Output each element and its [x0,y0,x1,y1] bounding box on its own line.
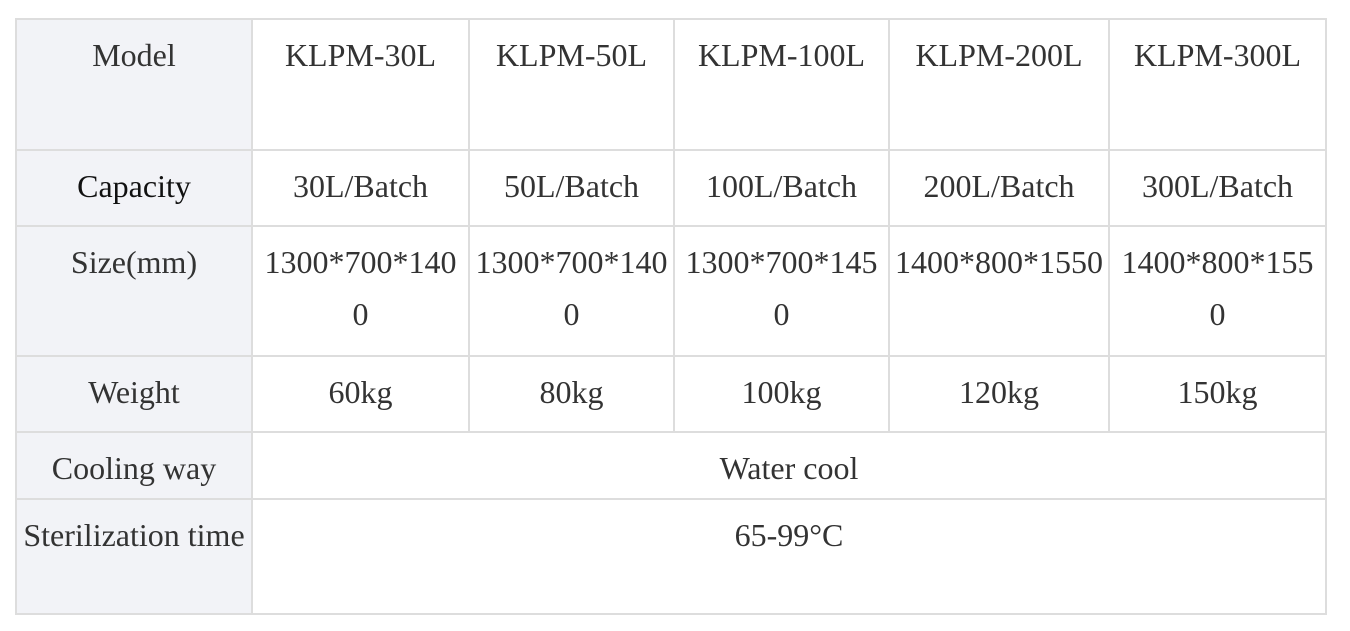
size-value-cell: 1400*800*1550 [888,225,1110,357]
table-row-capacity: Capacity 30L/Batch 50L/Batch 100L/Batch … [15,149,1327,227]
table-row-size: Size(mm) 1300*700*1400 1300*700*1400 130… [15,225,1327,357]
capacity-value-cell: 30L/Batch [251,149,470,227]
capacity-value-cell: 200L/Batch [888,149,1110,227]
weight-value-cell: 100kg [673,355,890,433]
weight-value-cell: 80kg [468,355,675,433]
model-value-cell: KLPM-300L [1108,18,1327,151]
capacity-label: Capacity [15,149,253,227]
size-value-cell: 1300*700*1400 [468,225,675,357]
size-value-cell: 1400*800*1550 [1108,225,1327,357]
capacity-value-cell: 300L/Batch [1108,149,1327,227]
table-row-sterilization: Sterilization time 65-99°C [15,498,1327,615]
size-value-cell: 1300*700*1400 [251,225,470,357]
weight-value-cell: 150kg [1108,355,1327,433]
table-row-weight: Weight 60kg 80kg 100kg 120kg 150kg [15,355,1327,433]
weight-label: Weight [15,355,253,433]
table-row-cooling: Cooling way Water cool [15,431,1327,500]
model-value-cell: KLPM-30L [251,18,470,151]
size-value-cell: 1300*700*1450 [673,225,890,357]
spec-table: Model KLPM-30L KLPM-50L KLPM-100L KLPM-2… [15,18,1327,615]
table-row-model: Model KLPM-30L KLPM-50L KLPM-100L KLPM-2… [15,18,1327,151]
sterilization-value-cell: 65-99°C [251,498,1327,615]
cooling-value-cell: Water cool [251,431,1327,500]
size-label: Size(mm) [15,225,253,357]
model-value-cell: KLPM-200L [888,18,1110,151]
weight-value-cell: 120kg [888,355,1110,433]
model-value-cell: KLPM-100L [673,18,890,151]
sterilization-label: Sterilization time [15,498,253,615]
capacity-value-cell: 50L/Batch [468,149,675,227]
capacity-value-cell: 100L/Batch [673,149,890,227]
model-label: Model [15,18,253,151]
weight-value-cell: 60kg [251,355,470,433]
cooling-label: Cooling way [15,431,253,500]
model-value-cell: KLPM-50L [468,18,675,151]
